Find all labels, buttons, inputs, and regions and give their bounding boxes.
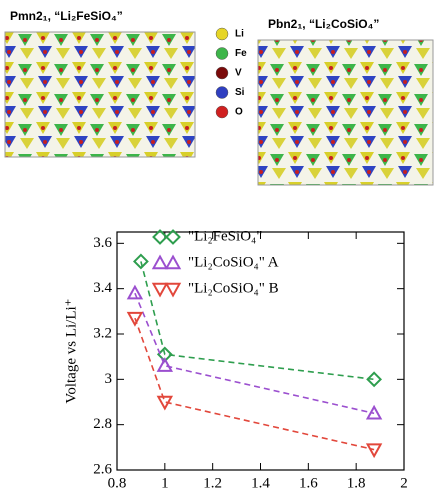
legend-label: "Li₂CoSiO₄" A — [188, 254, 279, 270]
x-tick-label: 2 — [400, 475, 408, 491]
x-tick-label: 1 — [161, 475, 169, 491]
x-tick-label: 0.8 — [108, 475, 127, 491]
atom-label: Li — [235, 29, 244, 40]
y-tick-label: 3.2 — [93, 325, 112, 341]
x-tick-label: 1.6 — [299, 475, 318, 491]
marker — [368, 444, 381, 456]
legend-marker — [154, 284, 167, 296]
x-tick-label: 1.4 — [251, 475, 270, 491]
atom-swatch — [216, 67, 228, 79]
legend-marker — [167, 257, 180, 269]
crystal-structure — [5, 32, 195, 157]
marker — [158, 359, 171, 371]
legend-label: "Li₂FeSiO₄" — [188, 228, 262, 244]
atom-label: Si — [235, 87, 245, 98]
crystal-structure — [258, 40, 433, 185]
x-tick-label: 1.8 — [347, 475, 366, 491]
chart: 2.62.833.23.43.60.811.21.41.61.82x in Li… — [63, 228, 407, 498]
y-tick-label: 2.8 — [93, 416, 112, 432]
atom-label: Fe — [235, 48, 247, 59]
series-line — [141, 261, 374, 379]
y-tick-label: 3 — [105, 371, 113, 387]
atom-swatch — [216, 28, 228, 40]
atom-swatch — [216, 87, 228, 99]
figure: Pmn2₁, “Li₂FeSiO₄” Pbn2₁, “Li₂CoSiO₄” Li… — [0, 0, 438, 498]
structure-title: Pmn2₁, “Li₂FeSiO₄” — [10, 9, 123, 23]
atom-swatch — [216, 106, 228, 118]
marker — [128, 287, 141, 299]
atom-label: V — [235, 68, 242, 79]
series-line — [135, 318, 374, 449]
x-tick-label: 1.2 — [203, 475, 222, 491]
legend-marker — [167, 284, 180, 296]
y-tick-label: 3.4 — [93, 280, 112, 296]
atom-legend: Li Fe V Si O — [216, 28, 247, 118]
atom-swatch — [216, 48, 228, 60]
atom-label: O — [235, 107, 243, 118]
structure-title: Pbn2₁, “Li₂CoSiO₄” — [268, 17, 379, 31]
y-tick-label: 3.6 — [93, 235, 112, 251]
y-axis-label: Voltage vs Li/Li⁺ — [63, 298, 79, 403]
legend-label: "Li₂CoSiO₄" B — [188, 280, 279, 296]
legend-marker — [154, 257, 167, 269]
